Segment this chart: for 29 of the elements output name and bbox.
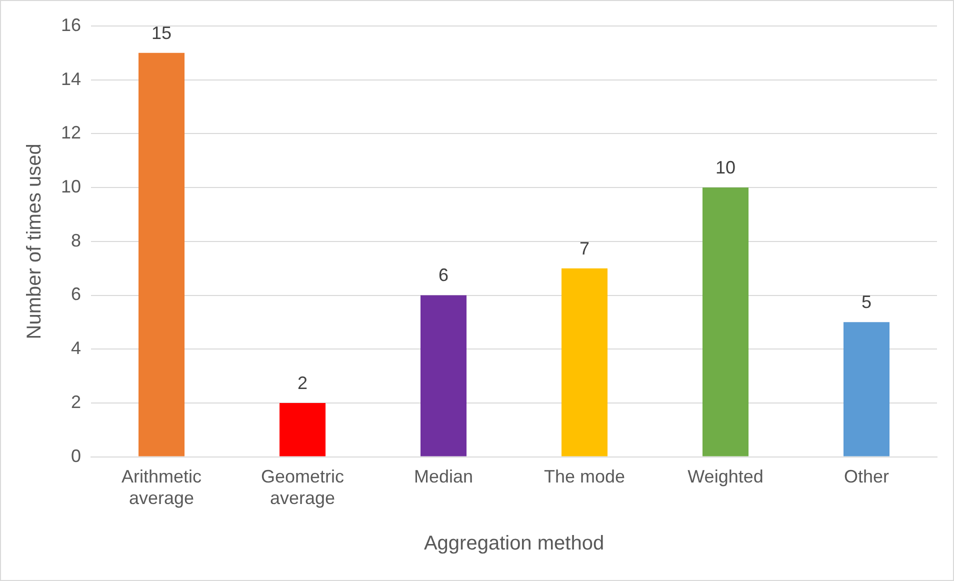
data-label: 5 <box>861 292 872 312</box>
y-tick-label: 4 <box>71 338 82 358</box>
bar <box>843 322 890 456</box>
y-axis-title: Number of times used <box>24 144 46 340</box>
y-tick-label: 8 <box>71 230 82 250</box>
data-label: 6 <box>438 265 449 286</box>
data-label: 15 <box>152 22 172 43</box>
x-tick-label: Geometric average <box>261 466 344 508</box>
x-tick-label: Arithmetic average <box>122 466 202 508</box>
y-tick-label: 10 <box>60 176 82 197</box>
x-tick-label: Other <box>844 466 890 487</box>
x-axis-title: Aggregation method <box>424 532 604 555</box>
bar <box>280 402 326 456</box>
y-tick-label: 14 <box>60 68 82 89</box>
data-label: 2 <box>298 372 308 393</box>
y-tick-label: 12 <box>60 122 82 143</box>
data-label: 7 <box>580 238 590 258</box>
bar <box>702 188 749 456</box>
y-tick-label: 2 <box>71 392 82 412</box>
x-tick-label: The mode <box>544 466 626 487</box>
y-tick-label: 0 <box>71 446 82 466</box>
bar <box>138 52 185 456</box>
data-label: 10 <box>715 158 736 178</box>
y-tick-label: 16 <box>60 14 82 35</box>
bar <box>562 268 608 456</box>
x-tick-label: Median <box>414 466 474 487</box>
y-tick-label: 6 <box>71 284 82 304</box>
x-tick-label: Weighted <box>688 466 764 487</box>
bar <box>420 295 467 456</box>
